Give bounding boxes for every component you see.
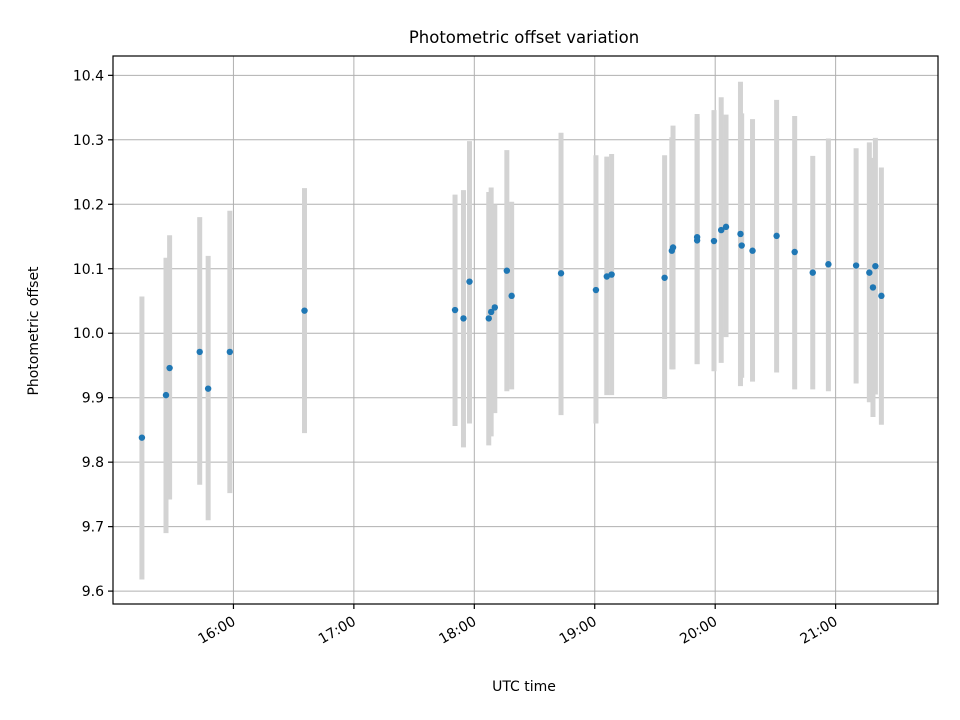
data-point	[592, 286, 600, 294]
data-point	[718, 226, 725, 234]
y-tick-label: 9.8	[82, 455, 104, 471]
x-axis-label: UTC time	[492, 679, 556, 695]
data-point	[226, 348, 234, 356]
data-point	[138, 434, 146, 441]
data-point	[451, 306, 459, 314]
data-point	[872, 262, 879, 270]
data-point	[487, 308, 495, 316]
data-point	[503, 267, 511, 274]
y-tick-label: 9.9	[82, 391, 104, 407]
data-point	[466, 278, 473, 285]
data-point	[710, 237, 718, 245]
data-point	[825, 261, 832, 268]
data-point	[737, 230, 744, 238]
data-point	[301, 307, 308, 314]
data-point	[603, 273, 610, 280]
data-point	[773, 232, 780, 240]
y-tick-label: 9.7	[82, 520, 104, 536]
chart-title: Photometric offset variation	[409, 28, 639, 47]
y-tick-label: 10.1	[73, 262, 104, 278]
data-point	[738, 242, 745, 249]
data-point	[869, 284, 877, 291]
plot-frame	[112, 55, 939, 605]
y-tick-label: 10.2	[73, 197, 104, 213]
data-points	[138, 223, 885, 441]
data-point	[166, 364, 173, 372]
y-axis-label: Photometric offset	[26, 266, 42, 396]
data-point	[669, 244, 677, 251]
grid	[113, 56, 938, 604]
data-point	[791, 248, 798, 256]
data-point	[878, 292, 885, 300]
data-point	[809, 269, 816, 276]
data-point	[608, 271, 615, 278]
y-axis-ticks: 9.6 9.7 9.8 9.9 10.0 10.1 10.2 10.3 10.4	[73, 68, 113, 600]
data-point	[693, 237, 701, 244]
y-tick-label: 10.3	[73, 133, 104, 149]
data-point	[866, 269, 873, 276]
data-point	[162, 391, 170, 399]
data-point	[557, 270, 565, 277]
y-tick-label: 9.6	[82, 584, 104, 600]
data-point	[196, 348, 203, 356]
data-point	[722, 223, 730, 231]
data-point	[460, 315, 467, 322]
data-point	[491, 304, 498, 311]
y-tick-label: 10.0	[73, 326, 104, 342]
data-point	[749, 247, 756, 254]
y-tick-label: 10.4	[73, 68, 104, 84]
data-point	[508, 292, 515, 300]
data-point	[852, 262, 860, 269]
data-point	[204, 385, 212, 392]
data-point	[661, 274, 668, 281]
data-point	[485, 315, 492, 322]
